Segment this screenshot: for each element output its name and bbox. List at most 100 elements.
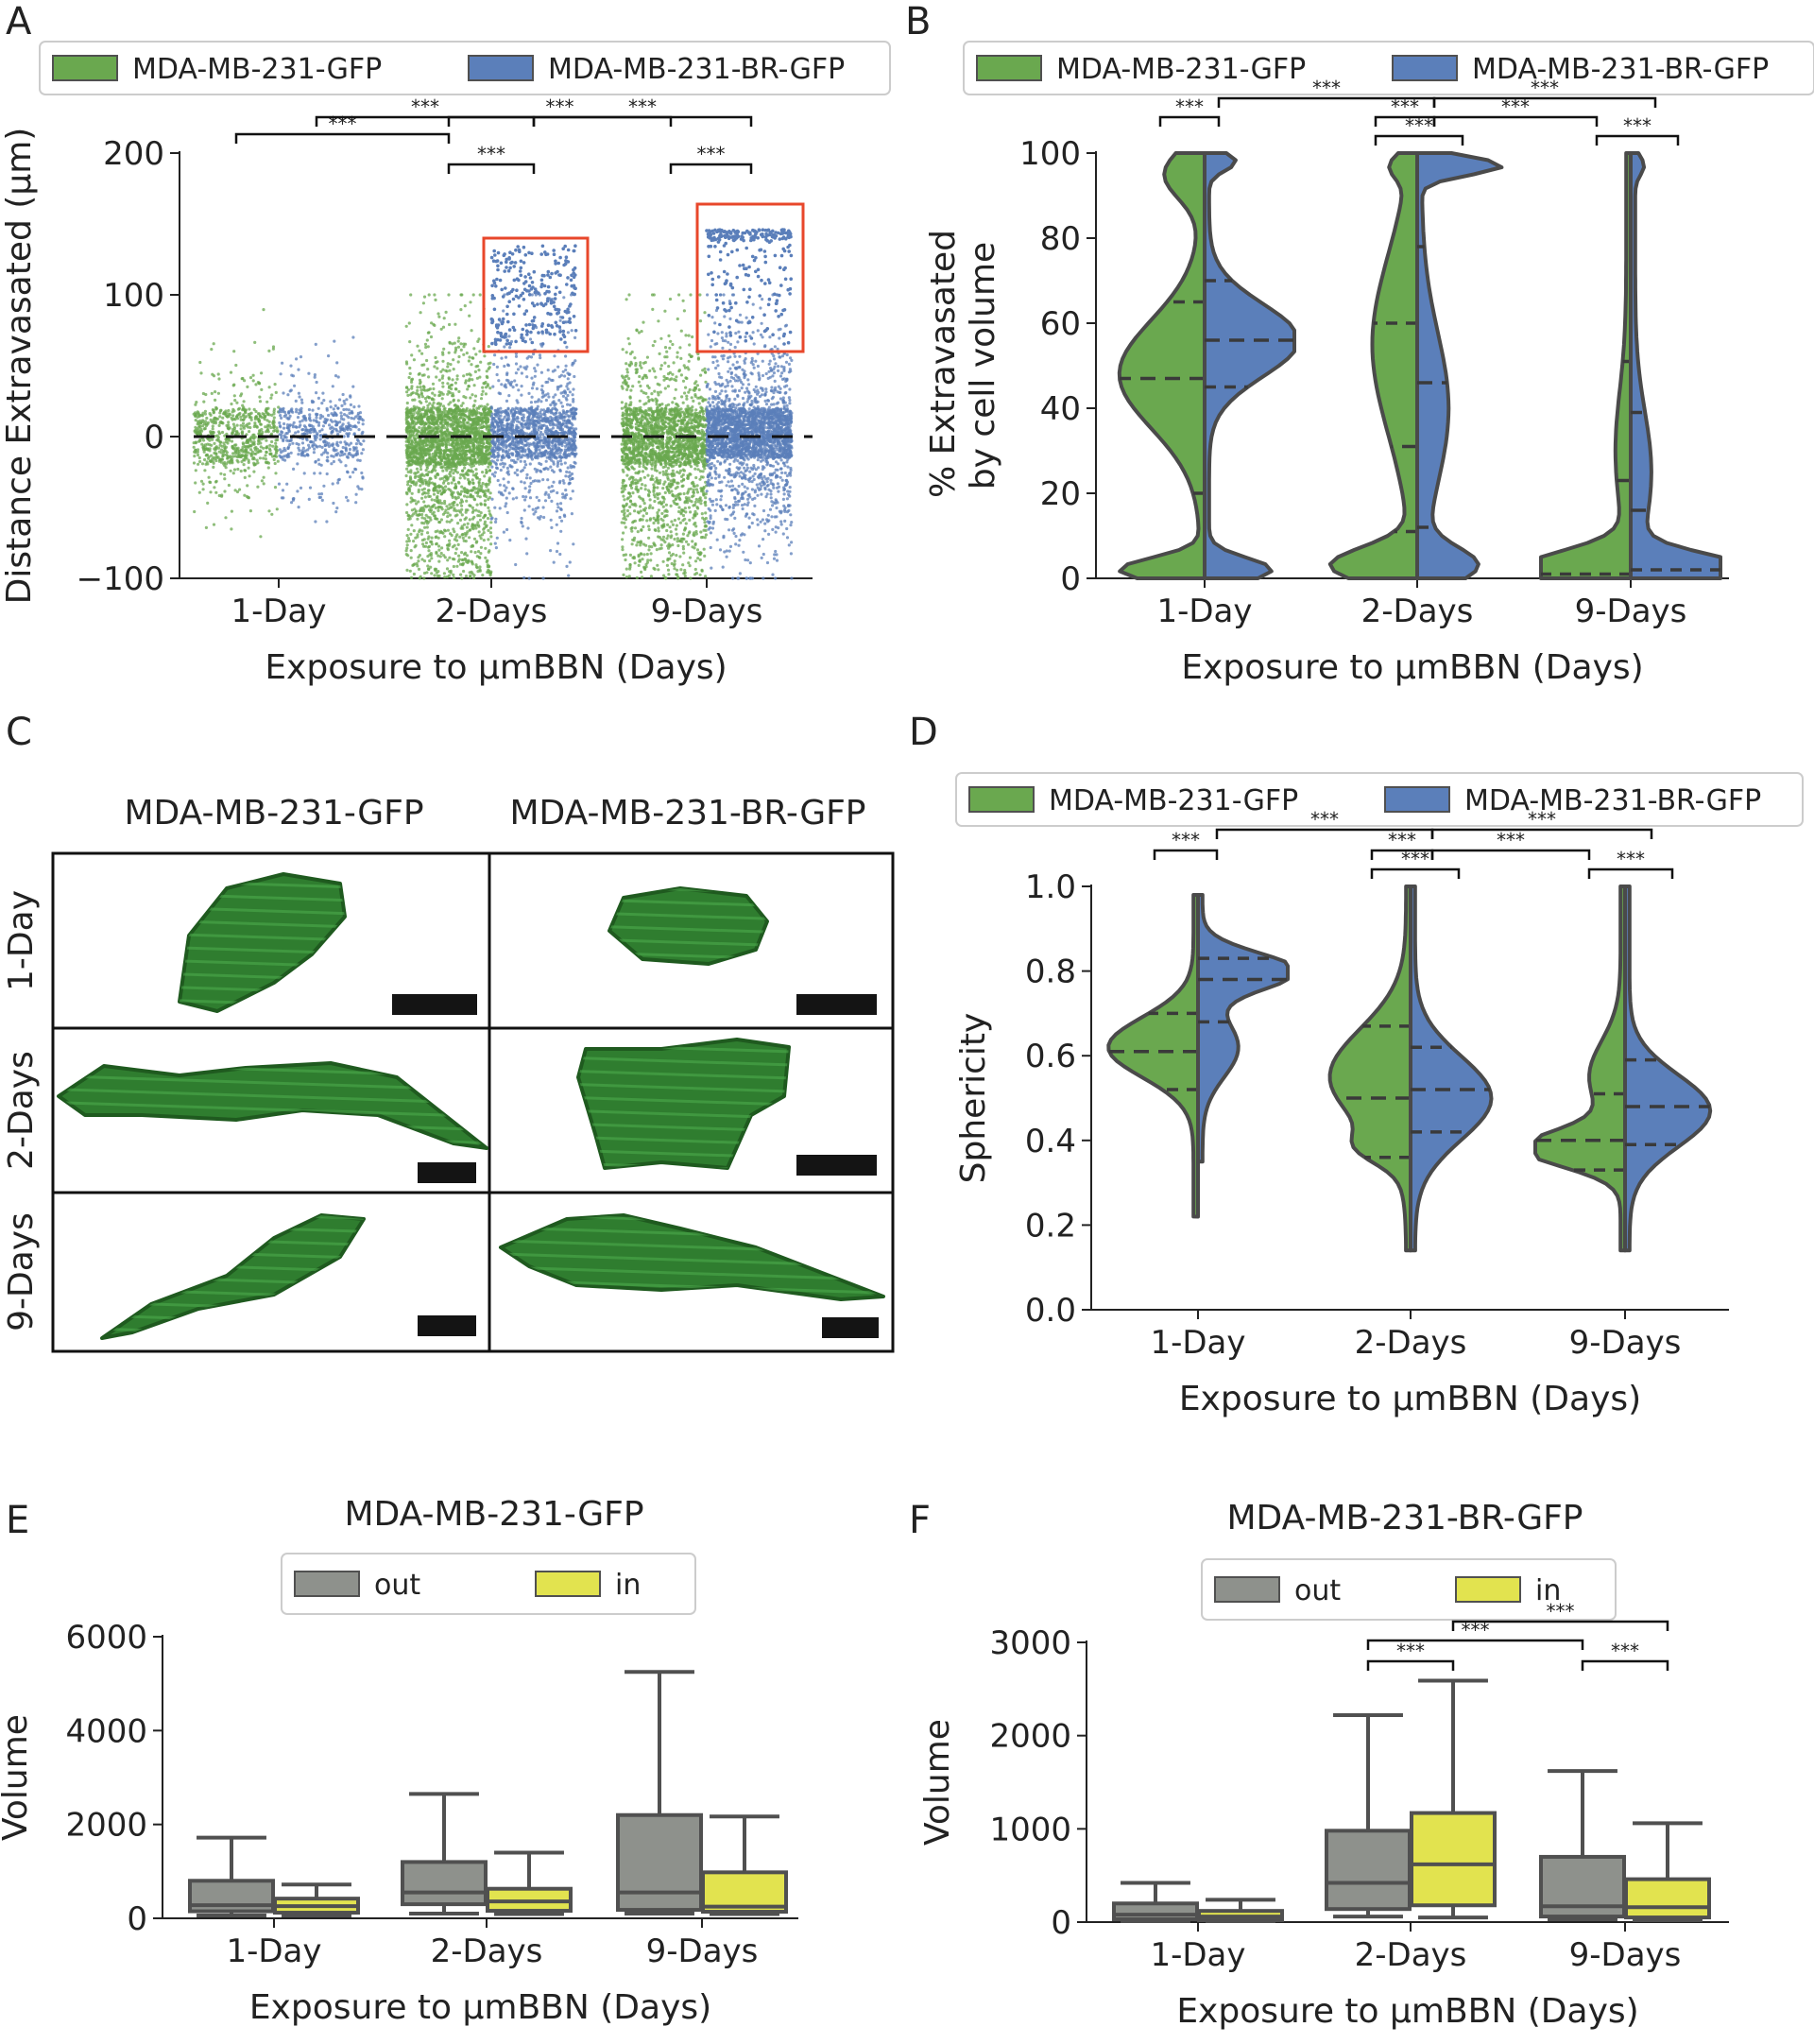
scatter-point [485,449,488,453]
scatter-point [460,507,464,511]
scatter-point [258,395,262,399]
scatter-point [452,438,455,441]
scatter-point [290,373,294,377]
scatter-point [419,311,422,315]
scatter-point [315,391,318,395]
scatter-point [455,420,459,423]
scatter-point [239,423,243,427]
scatter-point [514,460,518,464]
scatter-point [437,455,441,458]
scatter-point [446,365,450,369]
scatter-point [466,477,471,482]
scatter-point [473,399,477,403]
scatter-point [207,475,211,479]
scatter-point [566,393,570,398]
scatter-point [520,385,523,388]
scatter-point [414,510,418,514]
scatter-point [571,393,574,397]
scatter-point [566,377,570,381]
scatter-point [433,365,436,369]
scatter-point [475,503,479,507]
scatter-point [273,486,278,490]
scatter-point [451,557,455,561]
scatter-point [420,426,424,430]
scatter-point [467,559,471,563]
scatter-point [441,443,445,447]
scatter-point [551,440,555,444]
scatter-point [343,402,347,405]
scatter-point [362,439,366,443]
scatter-point [502,477,505,481]
scatter-point [406,455,410,458]
scatter-point [218,432,222,436]
scatter-point [409,556,413,559]
scatter-point [199,479,204,483]
scatter-point [202,400,206,404]
scatter-point [421,506,425,509]
scatter-point [471,478,474,482]
scatter-point [276,459,280,463]
scatter-point [427,471,431,474]
scatter-point [552,460,556,464]
scatter-point [311,444,315,448]
scatter-point [477,530,481,534]
scatter-point [265,438,268,442]
scatter-point [317,406,320,410]
scatter-point [240,392,244,396]
scatter-point [454,450,457,454]
scatter-point [276,429,280,433]
scatter-point [298,395,301,399]
scatter-point [473,550,477,555]
scatter-point [343,452,347,456]
scatter-point [552,489,556,493]
scatter-point [449,401,453,404]
scatter-point [477,556,481,559]
scatter-point [541,576,545,580]
y-tick-label: 0 [144,419,164,456]
scatter-point [544,459,548,463]
scatter-point [423,342,428,346]
scatter-point [528,337,533,341]
scatter-point [469,504,472,508]
scatter-point [442,438,446,442]
scatter-point [282,438,285,443]
scatter-point [499,462,503,466]
scatter-point [441,486,445,490]
scatter-point [315,412,318,416]
scatter-point [334,404,337,407]
scatter-point [356,485,360,489]
scatter-point [218,411,222,415]
scatter-point [485,374,488,378]
scatter-point [349,423,352,427]
scatter-point [198,419,202,422]
scatter-point [308,428,313,432]
scatter-point [199,427,203,431]
scatter-point [564,396,568,400]
scatter-point [442,317,446,320]
scatter-point [209,432,213,436]
scatter-point [313,434,317,438]
scatter-point [409,484,413,488]
scatter-point [539,356,542,360]
scatter-point [447,466,451,471]
scatter-point [447,488,451,491]
scatter-point [446,459,450,463]
scatter-point [355,449,359,453]
scatter-point [405,401,409,405]
scatter-point [425,438,429,441]
scatter-point [464,381,468,385]
scatter-point [211,457,214,461]
scatter-point [430,470,434,474]
scatter-point [563,461,567,465]
scatter-point [264,457,267,461]
scatter-point [504,505,507,508]
scatter-point [282,426,286,430]
scatter-point [333,339,336,343]
scatter-point [412,529,416,533]
y-tick-label: 100 [103,277,164,315]
scatter-point [416,517,419,521]
scatter-point [404,549,408,553]
scatter-point [346,499,350,503]
scatter-point [461,558,465,562]
scatter-point [229,469,232,472]
